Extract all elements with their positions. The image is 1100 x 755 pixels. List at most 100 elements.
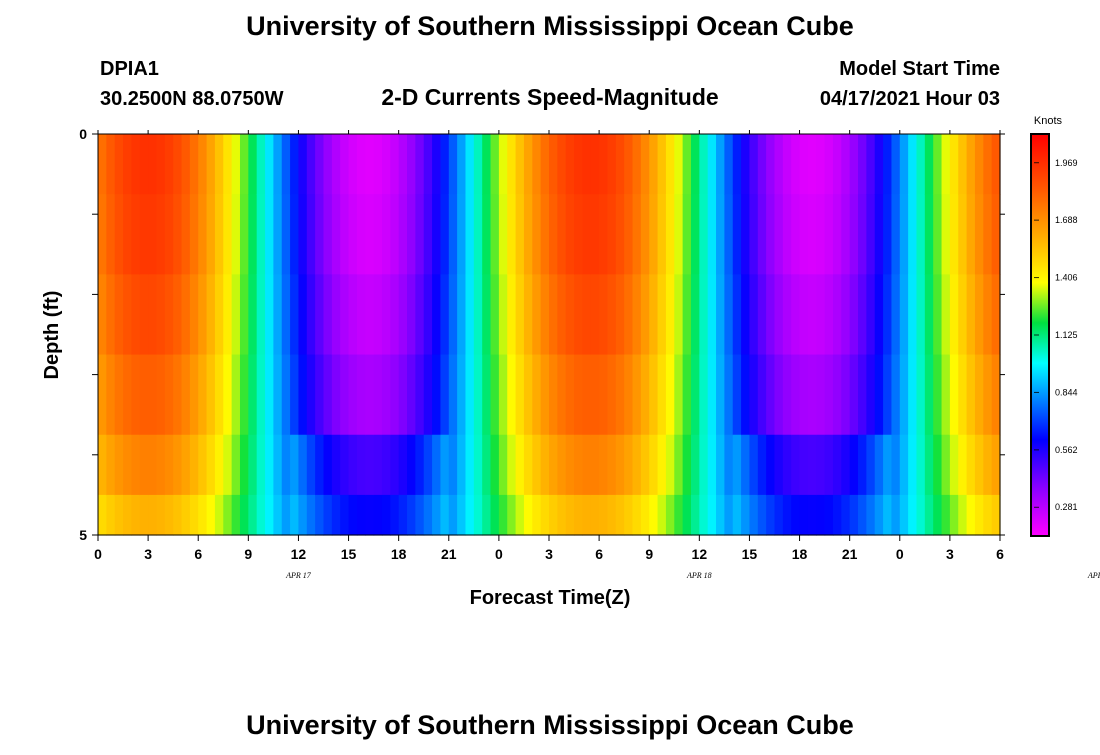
heatmap-cell — [549, 354, 558, 436]
heatmap-cell — [256, 194, 266, 275]
heatmap-cell — [941, 434, 951, 496]
heatmap-cell — [248, 434, 258, 496]
heatmap-cell — [874, 494, 884, 536]
heatmap-cell — [239, 134, 249, 195]
heatmap-cell — [849, 274, 859, 356]
heatmap-cell — [156, 274, 166, 356]
heatmap-cell — [640, 354, 650, 436]
heatmap-cell — [924, 434, 934, 496]
heatmap-cell — [273, 494, 283, 536]
heatmap-cell — [123, 274, 133, 356]
heatmap-cell — [323, 134, 333, 195]
heatmap-cell — [156, 494, 166, 536]
heatmap-cell — [265, 354, 274, 436]
heatmap-cell — [690, 434, 700, 496]
x-tick-label: 15 — [742, 546, 758, 562]
heatmap-cell — [949, 354, 959, 436]
heatmap-cell — [365, 434, 375, 496]
date-labels: APR 17 APR 18 APR 19 — [285, 571, 1100, 580]
heatmap-cell — [682, 194, 692, 275]
heatmap-cell — [390, 134, 400, 195]
heatmap-cell — [465, 434, 475, 496]
heatmap-cell — [415, 134, 425, 195]
heatmap-cell — [974, 134, 984, 195]
colorbar — [1030, 133, 1050, 537]
heatmap-cell — [966, 354, 976, 436]
heatmap-cell — [315, 434, 325, 496]
colorbar-tick-label: 0.281 — [1055, 502, 1078, 512]
heatmap-cell — [866, 194, 876, 275]
heatmap-cell — [966, 194, 976, 275]
x-tick-label: 21 — [441, 546, 457, 562]
heatmap-cell — [665, 354, 675, 436]
heatmap-cell — [933, 434, 943, 496]
heatmap-cell — [340, 274, 350, 356]
heatmap-cell — [599, 494, 609, 536]
heatmap-cell — [540, 134, 550, 195]
heatmap-cell — [256, 134, 266, 195]
heatmap-cell — [766, 194, 776, 275]
heatmap-cell — [432, 134, 442, 195]
heatmap-cell — [916, 494, 926, 536]
heatmap-cell — [699, 354, 709, 436]
heatmap-cell — [239, 194, 249, 275]
heatmap-cell — [690, 134, 700, 195]
heatmap-cell — [582, 434, 592, 496]
y-tick-label: 0 — [79, 126, 87, 142]
heatmap-cell — [139, 354, 149, 436]
heatmap-cell — [173, 354, 183, 436]
heatmap-cell — [173, 274, 183, 356]
heatmap-cell — [749, 274, 759, 356]
heatmap-cell — [841, 194, 851, 275]
heatmap-cell — [724, 194, 734, 275]
heatmap-cell — [423, 434, 433, 496]
heatmap-cell — [315, 274, 325, 356]
heatmap-cell — [523, 274, 533, 356]
heatmap-cell — [231, 274, 241, 356]
heatmap-cell — [958, 494, 968, 536]
heatmap-cell — [699, 434, 709, 496]
heatmap-cell — [323, 274, 333, 356]
heatmap-cell — [507, 494, 517, 536]
heatmap-cell — [816, 354, 826, 436]
heatmap-cell — [331, 434, 341, 496]
heatmap-cell — [340, 494, 350, 536]
heatmap-cell — [139, 194, 149, 275]
heatmap-cell — [457, 134, 467, 195]
heatmap-cell — [139, 434, 149, 496]
colorbar-units: Knots — [1034, 115, 1063, 127]
heatmap-cell — [749, 494, 759, 536]
heatmap-cell — [849, 494, 859, 536]
heatmap-cell — [866, 494, 876, 536]
heatmap-cell — [540, 274, 550, 356]
model-start-value: 04/17/2021 Hour 03 — [820, 88, 1000, 110]
heatmap-cell — [457, 494, 467, 536]
heatmap-cell — [265, 434, 274, 496]
heatmap-cell — [407, 354, 416, 436]
heatmap-cell — [824, 274, 834, 356]
heatmap-cell — [582, 194, 592, 275]
heatmap-cell — [732, 134, 742, 195]
heatmap-cell — [766, 494, 776, 536]
heatmap-cell — [949, 134, 959, 195]
heatmap-cell — [849, 134, 859, 195]
heatmap-cell — [348, 354, 358, 436]
heatmap-cell — [390, 434, 400, 496]
heatmap-cell — [607, 134, 617, 195]
colorbar-tick-label: 1.969 — [1055, 158, 1078, 168]
heatmap-cell — [557, 134, 567, 195]
heatmap-cell — [866, 434, 876, 496]
heatmap-cell — [123, 194, 133, 275]
heatmap-cell — [265, 494, 274, 536]
heatmap-cell — [682, 434, 692, 496]
heatmap-cell — [749, 194, 759, 275]
heatmap-cell — [624, 274, 634, 356]
heatmap-cell — [515, 134, 525, 195]
heatmap-cell — [766, 274, 776, 356]
heatmap-cell — [724, 494, 734, 536]
heatmap-cell — [348, 494, 358, 536]
heatmap-cell — [974, 194, 984, 275]
heatmap-cell — [273, 354, 283, 436]
heatmap-cell — [515, 494, 525, 536]
heatmap-cell — [699, 134, 709, 195]
